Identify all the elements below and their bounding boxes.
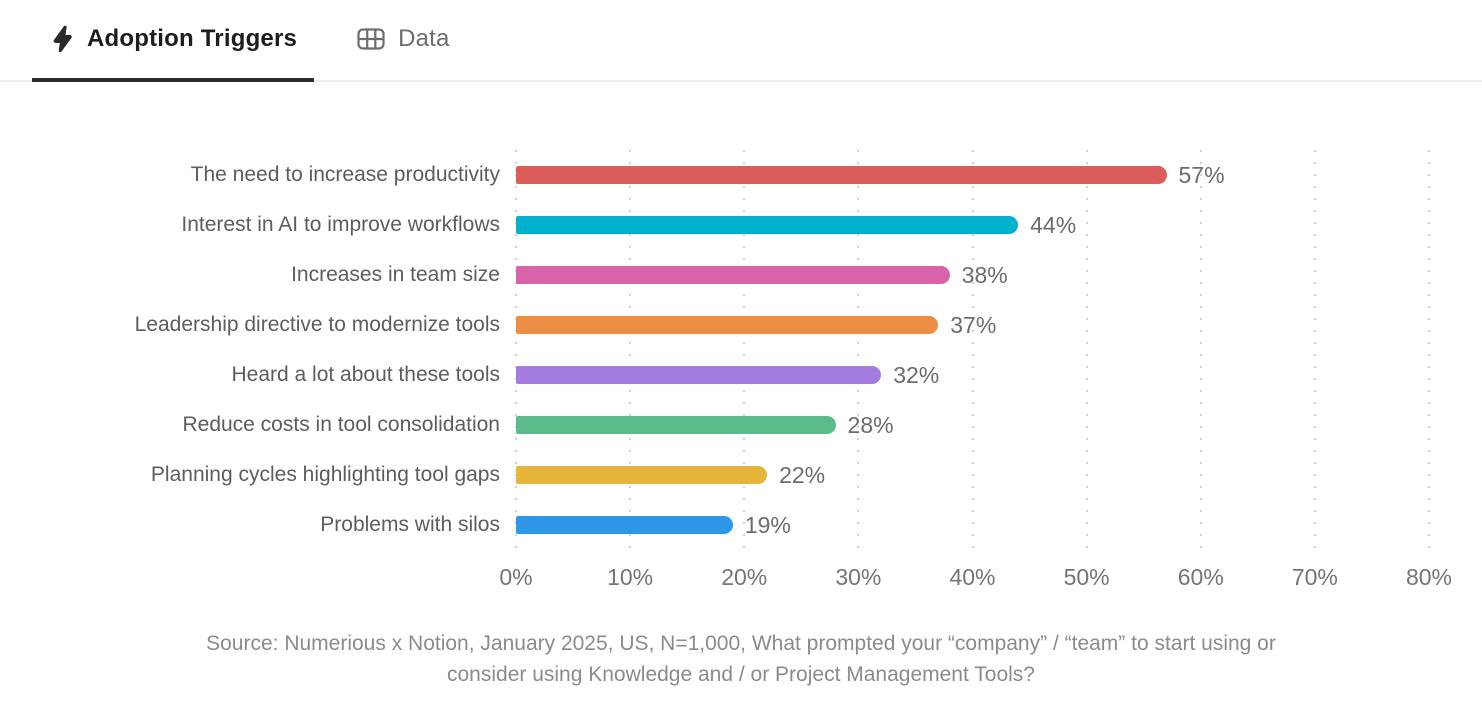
bar-row: Planning cycles highlighting tool gaps 22… [0,450,1429,500]
x-tick-label: 30% [835,564,882,590]
x-tick-label: 60% [1177,564,1224,590]
tab-adoption-triggers[interactable]: Adoption Triggers [32,0,315,82]
gridline [629,150,632,550]
bar-row: Heard a lot about these tools 32% [0,350,1429,400]
bar [516,216,1019,234]
gridline [743,150,746,550]
value-label: 28% [847,411,894,438]
category-label: Heard a lot about these tools [231,363,500,386]
category-label: Interest in AI to improve workflows [181,213,500,236]
category-label: Reduce costs in tool consolidation [182,413,500,436]
gridline [1085,150,1088,550]
value-label: 44% [1030,211,1077,238]
bar-track: 38% [516,250,1429,300]
value-label: 37% [950,311,997,338]
category-label: Planning cycles highlighting tool gaps [150,463,500,486]
bar-track: 57% [516,150,1429,200]
bar [516,416,836,434]
plot-area: The need to increase productivity 57% Inte… [0,150,1482,550]
value-label: 38% [961,261,1008,288]
bar-rows: The need to increase productivity 57% Inte… [0,150,1482,550]
category-label: The need to increase productivity [190,163,500,186]
bar-row: Problems with silos 19% [0,500,1429,550]
value-label: 19% [744,511,791,538]
bar-track: 22% [516,450,1429,500]
tab-label-data: Data [398,25,450,52]
gridline [857,150,860,550]
x-tick-label: 40% [949,564,996,590]
x-tick-label: 0% [499,564,533,590]
category-label: Increases in team size [291,263,500,286]
x-tick-label: 80% [1405,564,1453,590]
bar-track: 44% [516,200,1429,250]
tab-bar: Adoption Triggers Data [0,0,1482,82]
gridline [1428,150,1430,550]
x-tick-label: 10% [607,564,654,590]
tab-data[interactable]: Data [340,0,467,82]
gridline [1313,150,1316,550]
bar [516,166,1167,184]
bar [516,266,950,284]
source-note: Source: Numerious x Notion, January 2025… [0,628,1482,690]
source-line-2: consider using Knowledge and / or Projec… [447,663,1035,686]
bar [516,316,939,334]
bar-track: 28% [516,400,1429,450]
gridline [515,150,517,550]
gridline [1199,150,1202,550]
value-label: 57% [1178,161,1225,188]
gridline [971,150,974,550]
gridlines [515,150,1430,550]
bar-row: Increases in team size 38% [0,250,1429,300]
source-line-1: Source: Numerious x Notion, January 2025… [206,632,1276,655]
bar-track: 37% [516,300,1429,350]
bar-chart: The need to increase productivity 57% Inte… [0,150,1482,598]
table-icon [357,27,385,51]
bar-track: 32% [516,350,1429,400]
lightning-icon [49,25,74,53]
value-label: 22% [779,461,826,488]
bar [516,366,882,384]
category-label: Problems with silos [320,513,500,536]
bar-row: Interest in AI to improve workflows 44% [0,200,1429,250]
x-tick-label: 20% [721,564,768,590]
value-label: 32% [893,361,940,388]
category-label: Leadership directive to modernize tools [134,313,500,336]
x-tick-label: 70% [1291,564,1338,590]
bar-track: 19% [516,500,1429,550]
x-tick-label: 50% [1063,564,1110,590]
x-axis: 0% 10% 20% 30% 40% 50% 60% 70% 80% [499,550,1452,598]
bar [516,516,733,534]
bar [516,466,768,484]
bar-row: The need to increase productivity 57% [0,150,1429,200]
tab-label-adoption-triggers: Adoption Triggers [87,25,298,52]
bar-row: Leadership directive to modernize tools 3… [0,300,1429,350]
bar-row: Reduce costs in tool consolidation 28% [0,400,1429,450]
